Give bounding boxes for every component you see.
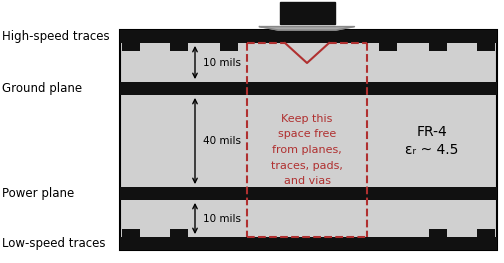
Bar: [170, 43, 188, 51]
Bar: [477, 229, 495, 237]
Text: 10 mils: 10 mils: [203, 58, 241, 68]
Polygon shape: [260, 27, 354, 30]
Polygon shape: [280, 2, 335, 24]
Bar: [122, 43, 140, 51]
Bar: [120, 30, 497, 43]
Bar: [220, 43, 238, 51]
Text: Power plane: Power plane: [2, 187, 74, 200]
Text: Low-speed traces: Low-speed traces: [2, 237, 105, 250]
Bar: [170, 229, 188, 237]
Bar: [120, 30, 497, 250]
Bar: [120, 187, 497, 200]
Bar: [120, 82, 497, 95]
Text: 10 mils: 10 mils: [203, 214, 241, 224]
Text: 40 mils: 40 mils: [203, 136, 241, 146]
Bar: [477, 43, 495, 51]
Text: FR-4: FR-4: [417, 125, 448, 139]
Bar: [379, 43, 397, 51]
Bar: [429, 43, 447, 51]
Text: High-speed traces: High-speed traces: [2, 30, 110, 43]
Bar: [429, 229, 447, 237]
Text: εᵣ ~ 4.5: εᵣ ~ 4.5: [405, 143, 459, 157]
Text: Keep this
space free
from planes,
traces, pads,
and vias: Keep this space free from planes, traces…: [271, 114, 343, 186]
Bar: [120, 237, 497, 250]
Text: Ground plane: Ground plane: [2, 82, 82, 95]
Bar: [122, 229, 140, 237]
